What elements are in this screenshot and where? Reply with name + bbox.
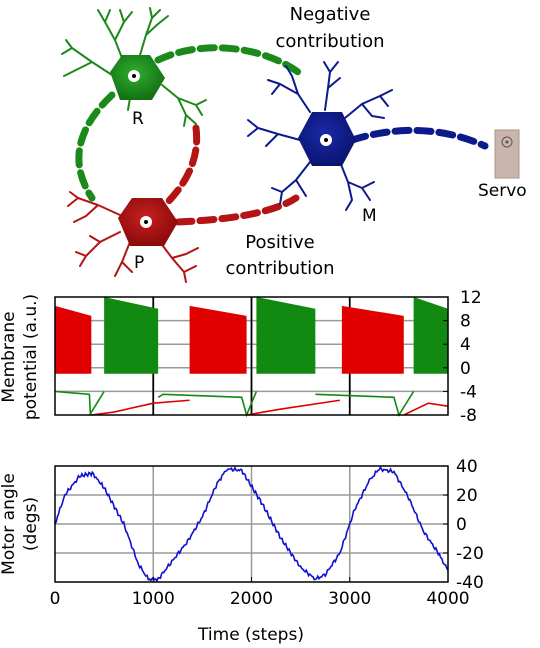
connection-r-to-m	[154, 44, 302, 76]
membrane-burst	[256, 297, 316, 374]
neuron-diagram: R P	[61, 4, 527, 283]
negative-contribution-line1: Negative	[290, 4, 371, 25]
servo-body	[494, 129, 520, 179]
membrane-ytick-label: 12	[460, 288, 482, 308]
neuron-r-label: R	[132, 109, 144, 129]
motor-xtick-label: 1000	[132, 589, 175, 609]
membrane-burst	[104, 297, 159, 374]
neuron-r: R	[61, 7, 207, 129]
neuron-p-dendrites	[67, 191, 199, 283]
servo: Servo	[478, 129, 527, 201]
membrane-ylabel-line2: potential (a.u.)	[21, 294, 41, 420]
neuron-m: M	[247, 61, 393, 226]
negative-contribution-line2: contribution	[275, 31, 384, 52]
connection-p-to-m	[174, 194, 300, 226]
membrane-burst	[341, 305, 404, 374]
motor-y-ticks: -40 -20 0 20 40	[443, 457, 484, 593]
membrane-ylabel-line1: Membrane	[0, 311, 19, 402]
membrane-ytick-label: 8	[460, 312, 471, 332]
motor-ytick-label: -40	[456, 573, 484, 593]
connection-p-to-r	[161, 124, 201, 209]
membrane-series	[54, 297, 449, 418]
membrane-ytick-label: 4	[460, 335, 471, 355]
neuron-m-label: M	[362, 206, 377, 226]
motor-x-ticks: 0 1000 2000 3000 4000	[50, 577, 470, 609]
motor-xlabel: Time (steps)	[197, 625, 304, 645]
neuron-p: P	[67, 191, 199, 283]
neuron-p-label: P	[134, 253, 144, 273]
motor-ylabel-line1: Motor angle	[0, 473, 19, 575]
servo-shaft-icon	[501, 136, 513, 148]
membrane-burst	[189, 305, 247, 374]
motor-ytick-label: 20	[456, 486, 478, 506]
motor-ytick-label: 0	[456, 515, 467, 535]
motor-grid	[55, 466, 448, 582]
motor-angle-chart: -40 -20 0 20 40 0 1000 2000 3000 4000 Motor angl…	[0, 457, 484, 645]
membrane-y-ticks: -8 -4 0 4 8 12	[443, 288, 482, 426]
membrane-burst	[55, 305, 92, 374]
membrane-ytick-label: 0	[460, 359, 471, 379]
membrane-plot-frame	[54, 296, 449, 416]
membrane-potential-chart: -8 -4 0 4 8 12 Membrane potential (a.u.)	[0, 288, 482, 426]
positive-contribution-line1: Positive	[245, 232, 314, 253]
motor-xtick-label: 0	[50, 589, 61, 609]
motor-xtick-label: 4000	[426, 589, 469, 609]
membrane-burst	[413, 297, 448, 374]
connection-r-to-p	[75, 91, 116, 202]
neuron-r-dendrites	[61, 7, 207, 127]
connection-m-to-servo	[348, 126, 489, 150]
membrane-ytick-label: -8	[460, 406, 477, 426]
motor-ytick-label: -20	[456, 544, 484, 564]
motor-xtick-label: 2000	[230, 589, 273, 609]
membrane-ytick-label: -4	[460, 382, 477, 402]
membrane-trace-r	[54, 390, 415, 418]
motor-angle-line	[54, 465, 449, 583]
motor-ytick-label: 40	[456, 457, 478, 477]
membrane-trace-p	[91, 399, 449, 416]
motor-xtick-label: 3000	[328, 589, 371, 609]
servo-label: Servo	[478, 181, 527, 201]
neuron-m-dendrites	[247, 61, 393, 211]
positive-contribution-line2: contribution	[225, 258, 334, 279]
motor-ylabel-line2: (degs)	[21, 497, 41, 551]
